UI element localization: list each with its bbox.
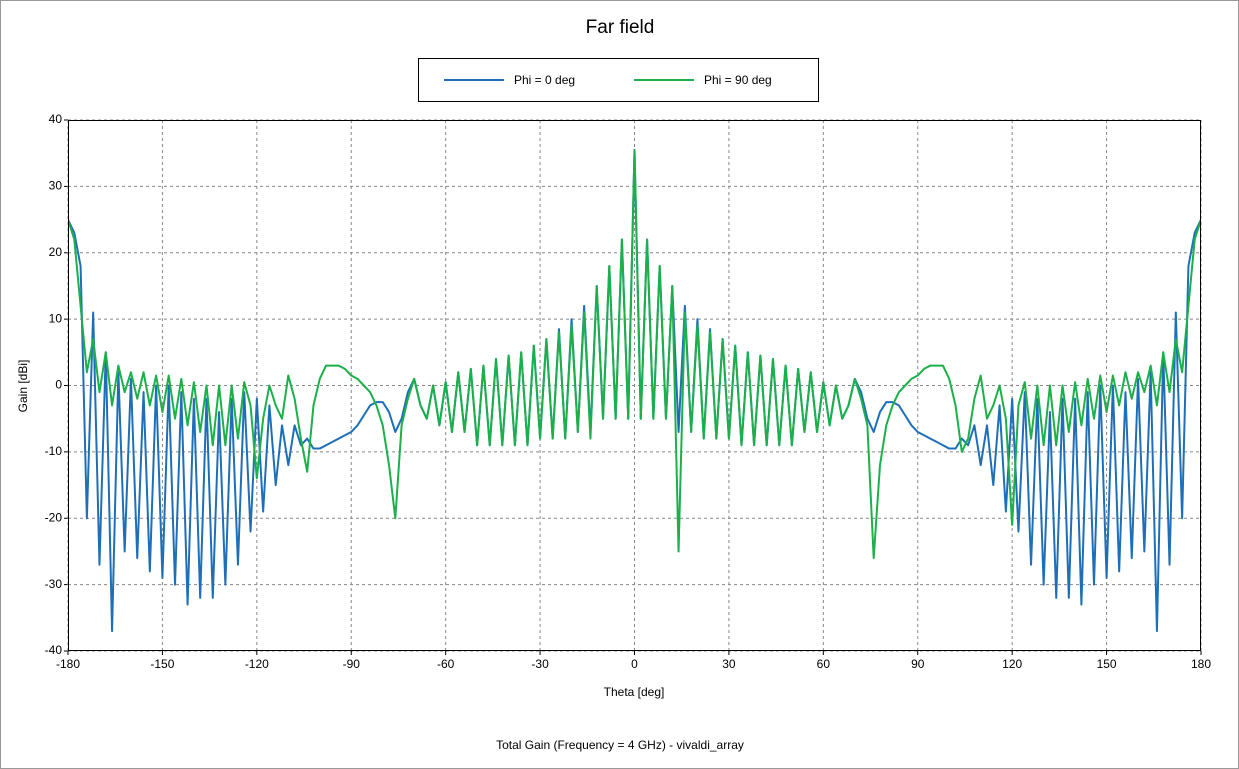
legend-label: Phi = 90 deg: [704, 73, 772, 87]
series-group: [68, 148, 1201, 633]
y-tick-label: 20: [49, 245, 63, 259]
x-tick-label: 150: [1097, 657, 1117, 671]
series-line: [68, 148, 1201, 560]
y-tick-label: 40: [49, 112, 63, 126]
x-tick-label: 0: [631, 657, 638, 671]
plot-border: [68, 120, 1201, 651]
x-tick-label: -180: [56, 657, 80, 671]
x-tick-label: 30: [722, 657, 736, 671]
x-tick-label: -120: [245, 657, 269, 671]
y-tick-label: -20: [45, 510, 63, 524]
y-tick-label: -40: [45, 643, 63, 657]
y-tick-label: 30: [49, 179, 63, 193]
subtitle: Total Gain (Frequency = 4 GHz) - vivaldi…: [496, 738, 744, 752]
x-tick-label: 120: [1002, 657, 1022, 671]
y-tick-label: -10: [45, 444, 63, 458]
x-tick-label: 90: [911, 657, 925, 671]
legend-label: Phi = 0 deg: [514, 73, 575, 87]
chart-title: Far field: [586, 17, 655, 38]
x-tick-label: -150: [150, 657, 174, 671]
x-tick-label: -60: [437, 657, 455, 671]
x-tick-label: -90: [343, 657, 361, 671]
y-tick-label: 10: [49, 311, 63, 325]
y-axis-label: Gain [dBi]: [16, 360, 30, 413]
y-tick-label: 0: [55, 378, 62, 392]
x-axis-label: Theta [deg]: [604, 685, 665, 699]
x-tick-label: -30: [531, 657, 549, 671]
x-tick-label: 60: [817, 657, 831, 671]
y-tick-label: -30: [45, 577, 63, 591]
x-tick-label: 180: [1191, 657, 1211, 671]
